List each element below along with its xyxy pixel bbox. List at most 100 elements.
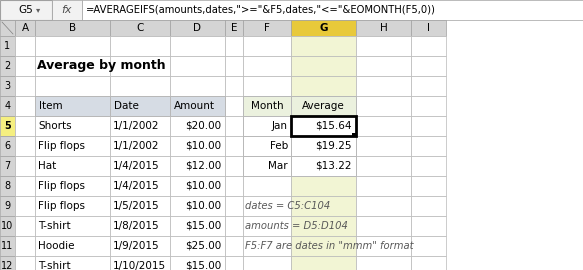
- Bar: [0, 196, 15, 216]
- Bar: [110, 96, 170, 116]
- Bar: [411, 196, 446, 216]
- Bar: [170, 76, 225, 96]
- Bar: [15, 156, 35, 176]
- Bar: [243, 56, 291, 76]
- Text: ▾: ▾: [36, 5, 40, 15]
- Bar: [110, 56, 170, 76]
- Text: Flip flops: Flip flops: [38, 141, 85, 151]
- Bar: [0, 256, 15, 270]
- Bar: [356, 76, 411, 96]
- Bar: [356, 136, 411, 156]
- Text: 1/4/2015: 1/4/2015: [113, 161, 160, 171]
- Text: Hat: Hat: [38, 161, 56, 171]
- Text: D: D: [194, 23, 202, 33]
- Bar: [170, 36, 225, 56]
- Text: $10.00: $10.00: [185, 201, 221, 211]
- Text: Hoodie: Hoodie: [38, 241, 75, 251]
- Bar: [35, 136, 110, 156]
- Bar: [243, 36, 291, 56]
- Bar: [411, 76, 446, 96]
- Text: 1: 1: [5, 41, 10, 51]
- Text: H: H: [380, 23, 387, 33]
- Bar: [291, 116, 356, 136]
- Bar: [225, 56, 243, 76]
- Bar: [356, 236, 411, 256]
- Bar: [243, 136, 291, 156]
- Bar: [0, 56, 15, 76]
- Bar: [356, 196, 411, 216]
- Bar: [225, 20, 243, 36]
- Bar: [356, 116, 411, 136]
- Bar: [15, 36, 35, 56]
- Bar: [291, 36, 356, 56]
- Bar: [243, 96, 291, 116]
- Bar: [243, 76, 291, 96]
- Bar: [35, 176, 110, 196]
- Text: G: G: [319, 23, 328, 33]
- Bar: [291, 136, 356, 156]
- Text: 11: 11: [1, 241, 13, 251]
- Text: F5:F7 are dates in "mmm" format: F5:F7 are dates in "mmm" format: [245, 241, 413, 251]
- Bar: [0, 20, 15, 36]
- Bar: [170, 116, 225, 136]
- Bar: [243, 116, 291, 136]
- Bar: [110, 116, 170, 136]
- Bar: [110, 96, 170, 116]
- Bar: [0, 116, 15, 136]
- Text: Mar: Mar: [268, 161, 288, 171]
- Text: $10.00: $10.00: [185, 141, 221, 151]
- Bar: [411, 36, 446, 56]
- Bar: [0, 76, 15, 96]
- Bar: [243, 156, 291, 176]
- Bar: [15, 256, 35, 270]
- Bar: [110, 20, 170, 36]
- Bar: [170, 20, 225, 36]
- Bar: [291, 116, 356, 136]
- Text: 9: 9: [5, 201, 10, 211]
- Bar: [35, 156, 110, 176]
- Text: Jan: Jan: [272, 121, 288, 131]
- Text: Month: Month: [251, 101, 283, 111]
- Bar: [0, 236, 15, 256]
- Bar: [15, 196, 35, 216]
- Text: Item: Item: [39, 101, 62, 111]
- Text: $15.00: $15.00: [185, 221, 221, 231]
- Bar: [0, 176, 15, 196]
- Bar: [15, 76, 35, 96]
- Text: 2: 2: [5, 61, 10, 71]
- Bar: [243, 116, 291, 136]
- Text: I: I: [427, 23, 430, 33]
- Bar: [0, 0, 52, 20]
- Bar: [225, 36, 243, 56]
- Text: T-shirt: T-shirt: [38, 221, 71, 231]
- Bar: [170, 96, 225, 116]
- Bar: [110, 236, 170, 256]
- Text: C: C: [136, 23, 143, 33]
- Text: $20.00: $20.00: [185, 121, 221, 131]
- Bar: [35, 236, 110, 256]
- Text: Flip flops: Flip flops: [38, 201, 85, 211]
- Bar: [15, 136, 35, 156]
- Bar: [110, 76, 170, 96]
- Text: 7: 7: [5, 161, 10, 171]
- Text: 1/4/2015: 1/4/2015: [113, 181, 160, 191]
- Text: Date: Date: [114, 101, 139, 111]
- Bar: [356, 36, 411, 56]
- Bar: [82, 0, 583, 20]
- Bar: [35, 216, 110, 236]
- Text: F: F: [264, 23, 270, 33]
- Bar: [35, 20, 110, 36]
- Text: Feb: Feb: [270, 141, 288, 151]
- Text: $25.00: $25.00: [185, 241, 221, 251]
- Bar: [243, 236, 291, 256]
- Text: $19.25: $19.25: [315, 141, 352, 151]
- Text: amounts = D5:D104: amounts = D5:D104: [245, 221, 348, 231]
- Text: 1/8/2015: 1/8/2015: [113, 221, 160, 231]
- Bar: [411, 56, 446, 76]
- Text: B: B: [69, 23, 76, 33]
- Bar: [225, 76, 243, 96]
- Bar: [291, 136, 356, 156]
- Bar: [291, 96, 356, 116]
- Bar: [291, 196, 356, 216]
- Bar: [170, 56, 225, 76]
